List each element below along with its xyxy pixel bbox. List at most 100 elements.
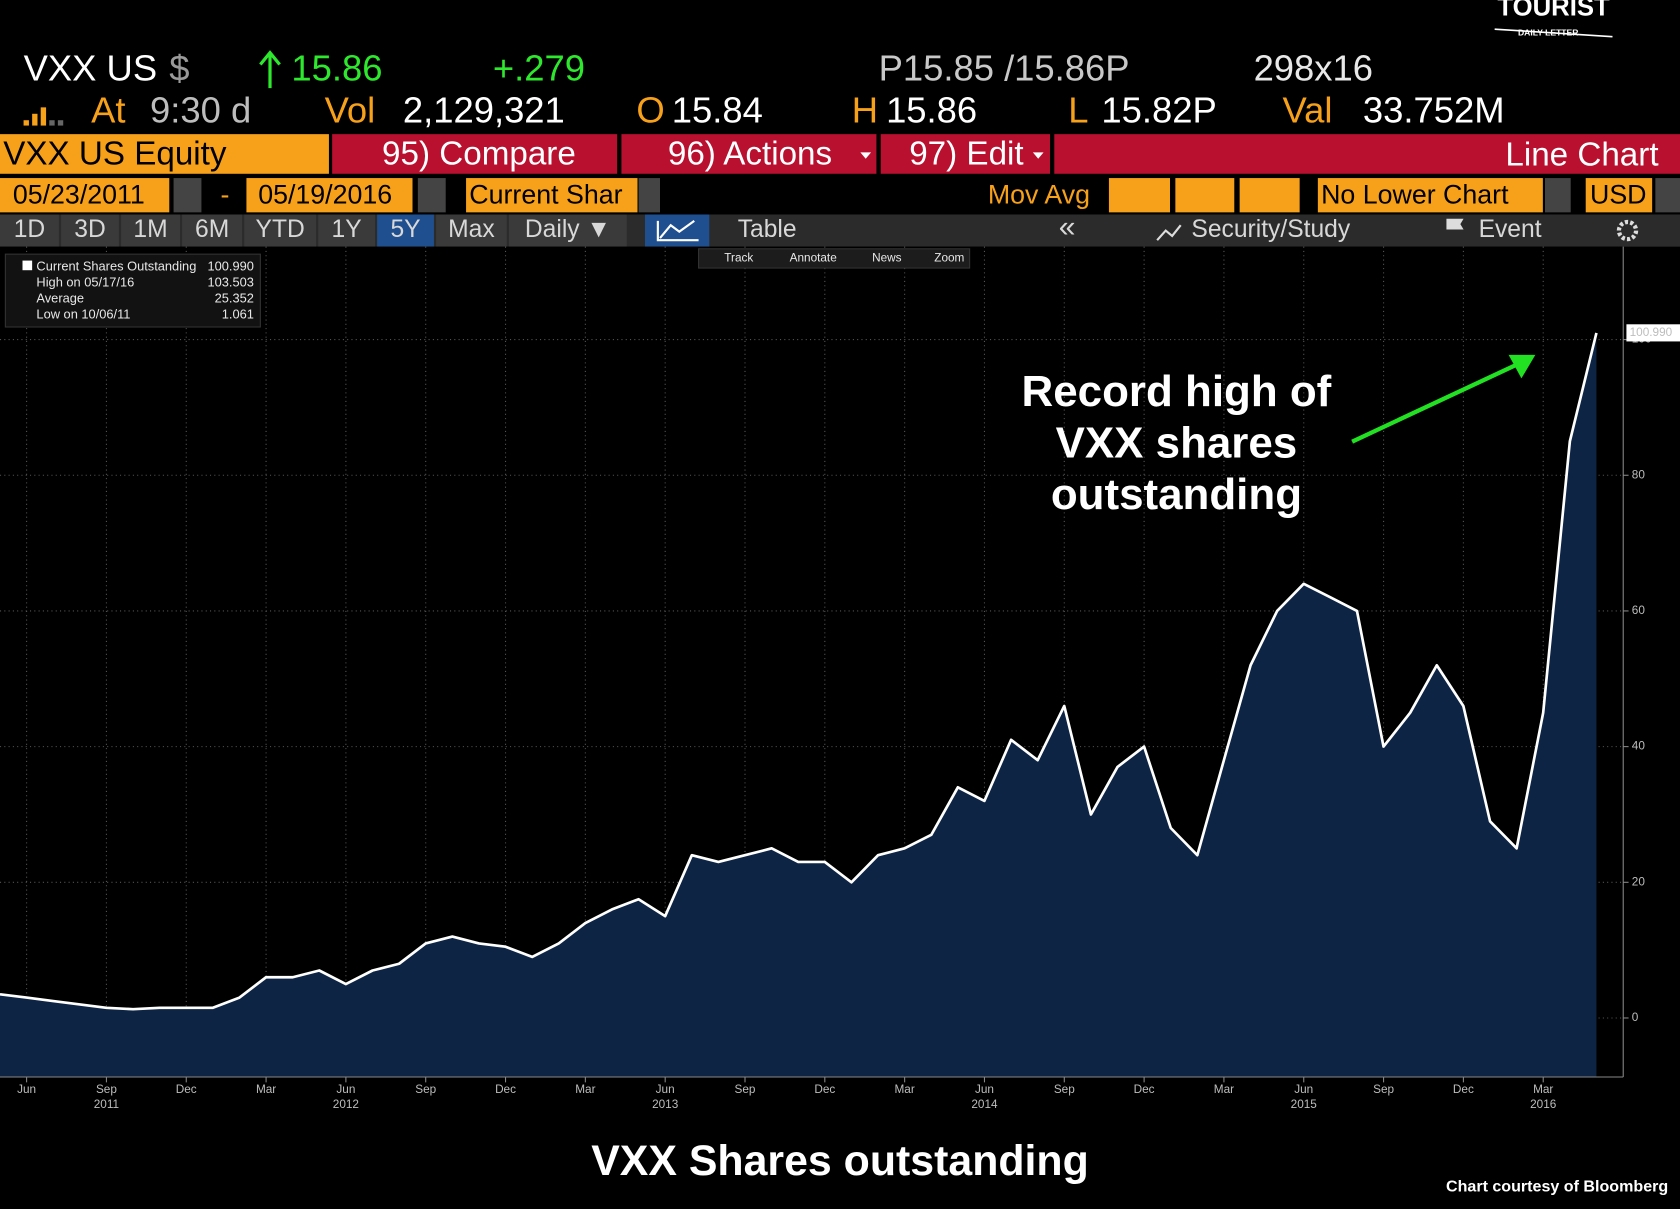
stat-label: Average bbox=[36, 291, 84, 306]
actions[interactable]: 96) Actions bbox=[668, 135, 832, 172]
stat-label: High on 05/17/16 bbox=[36, 274, 134, 289]
stats: Current Shares Outstanding 100.990 High on… bbox=[36, 258, 254, 321]
tab-bg[interactable] bbox=[61, 214, 119, 247]
tab[interactable]: 1Y bbox=[332, 216, 362, 243]
tab-bg[interactable] bbox=[508, 214, 627, 247]
y-tick-label: 60 bbox=[1632, 604, 1646, 617]
x-tick-label: Dec bbox=[814, 1083, 835, 1096]
year-label: 2014 bbox=[971, 1098, 998, 1111]
tabs: 1D 3D 1M 6M YTD 1Y 5Y Max Daily ▼ bbox=[0, 214, 627, 247]
calendar-button[interactable] bbox=[173, 178, 202, 213]
start-date[interactable]: 05/23/2011 bbox=[13, 179, 145, 209]
currency-dropdown[interactable] bbox=[1655, 178, 1680, 213]
x-tick-label: Jun bbox=[1294, 1083, 1313, 1096]
x-tick-label: Sep bbox=[415, 1083, 436, 1096]
tool[interactable]: News bbox=[872, 252, 902, 265]
mov-avg-box[interactable] bbox=[1175, 178, 1235, 213]
mov-avg-box[interactable] bbox=[1239, 178, 1300, 213]
edit-button[interactable] bbox=[880, 134, 1050, 174]
legend-swatch bbox=[22, 260, 33, 271]
tab-bg[interactable] bbox=[244, 214, 317, 247]
actions-button[interactable] bbox=[621, 134, 877, 174]
tab-bg[interactable] bbox=[436, 214, 507, 247]
y-tick-label: 0 bbox=[1632, 1011, 1639, 1024]
high: 15.86 bbox=[886, 89, 977, 130]
x-tick-label: Dec bbox=[1134, 1083, 1155, 1096]
compare-button[interactable] bbox=[332, 134, 618, 174]
tab[interactable]: YTD bbox=[256, 216, 305, 243]
tab[interactable]: Max bbox=[448, 216, 495, 243]
tool[interactable]: Zoom bbox=[934, 252, 964, 265]
tab[interactable]: Daily ▼ bbox=[525, 216, 611, 243]
lower-dropdown[interactable] bbox=[1545, 178, 1571, 213]
start-date-box[interactable] bbox=[0, 178, 170, 213]
field[interactable]: Current Shar bbox=[469, 179, 622, 209]
lower-chart[interactable]: No Lower Chart bbox=[1321, 179, 1509, 209]
tab[interactable]: 5Y bbox=[390, 216, 420, 243]
tab[interactable]: 6M bbox=[195, 216, 229, 243]
security[interactable]: VXX US Equity bbox=[3, 135, 227, 172]
open-label: O bbox=[636, 89, 664, 130]
edit[interactable]: 97) Edit bbox=[909, 135, 1023, 172]
tab-bg[interactable] bbox=[318, 214, 375, 247]
vol: 2,129,321 bbox=[403, 89, 565, 130]
x-tick-label: Jun bbox=[975, 1083, 994, 1096]
lower-chart-box[interactable] bbox=[1317, 178, 1543, 213]
tab-bg[interactable] bbox=[182, 214, 243, 247]
security-box[interactable] bbox=[0, 134, 329, 174]
tool[interactable]: Track bbox=[724, 252, 753, 265]
stat-value: 103.503 bbox=[207, 274, 253, 289]
currency: $ bbox=[169, 48, 189, 89]
security-study-button[interactable]: Security/Study bbox=[1191, 216, 1350, 243]
currency-select[interactable]: USD bbox=[1590, 179, 1647, 209]
x-tick-label: Mar bbox=[895, 1083, 915, 1096]
stat-label: Current Shares Outstanding bbox=[36, 258, 196, 273]
tab-bg[interactable] bbox=[0, 214, 59, 247]
logo: TOURIST bbox=[1497, 0, 1610, 22]
open: 15.84 bbox=[672, 89, 763, 130]
high-label: H bbox=[852, 89, 878, 130]
up-arrow bbox=[259, 50, 281, 89]
annotation-line: VXX shares bbox=[1056, 419, 1298, 468]
low: 15.82P bbox=[1101, 89, 1216, 130]
tab[interactable]: 3D bbox=[74, 216, 105, 243]
last-value-tag bbox=[1626, 324, 1680, 342]
dropdown-caret bbox=[860, 152, 872, 159]
currency-box[interactable] bbox=[1585, 178, 1653, 213]
study-icon bbox=[1156, 224, 1182, 241]
last-price: 15.86 bbox=[291, 48, 382, 89]
stat-label: Low on 10/06/11 bbox=[36, 307, 130, 322]
end-date[interactable]: 05/19/2016 bbox=[258, 179, 392, 209]
line bbox=[0, 332, 1598, 1011]
date-dash: - bbox=[221, 179, 230, 209]
vol-label: Vol bbox=[325, 89, 376, 130]
settings-icon[interactable] bbox=[1616, 219, 1639, 242]
year-label: 2012 bbox=[333, 1098, 359, 1111]
x-tick-label: Dec bbox=[495, 1083, 516, 1096]
stat-value: 100.990 bbox=[207, 258, 253, 273]
event-button[interactable]: Event bbox=[1479, 216, 1542, 243]
tool[interactable]: Annotate bbox=[790, 252, 838, 265]
x-tick-label: Mar bbox=[575, 1083, 595, 1096]
tab[interactable]: 1D bbox=[14, 216, 45, 243]
field-dropdown[interactable] bbox=[638, 178, 660, 213]
x-tick-label: Mar bbox=[1214, 1083, 1234, 1096]
end-date-box[interactable] bbox=[246, 178, 413, 213]
signal-icon bbox=[23, 107, 64, 126]
compare[interactable]: 95) Compare bbox=[382, 135, 576, 172]
calendar-button[interactable] bbox=[417, 178, 446, 213]
collapse-button[interactable]: « bbox=[1059, 210, 1076, 243]
last-value-label: 100.990 bbox=[1630, 326, 1673, 339]
stat-value: 1.061 bbox=[222, 307, 254, 322]
ticker: VXX US bbox=[24, 48, 158, 89]
mov-avg-box[interactable] bbox=[1108, 178, 1170, 213]
val-label: Val bbox=[1283, 89, 1333, 130]
table-button[interactable]: Table bbox=[738, 216, 797, 243]
flag-icon bbox=[1446, 218, 1464, 241]
chart-type: Line Chart bbox=[1505, 136, 1658, 173]
tab-bg[interactable] bbox=[121, 214, 180, 247]
tab-bg[interactable] bbox=[377, 214, 434, 247]
tab[interactable]: 1M bbox=[133, 216, 167, 243]
field-box[interactable] bbox=[466, 178, 638, 213]
